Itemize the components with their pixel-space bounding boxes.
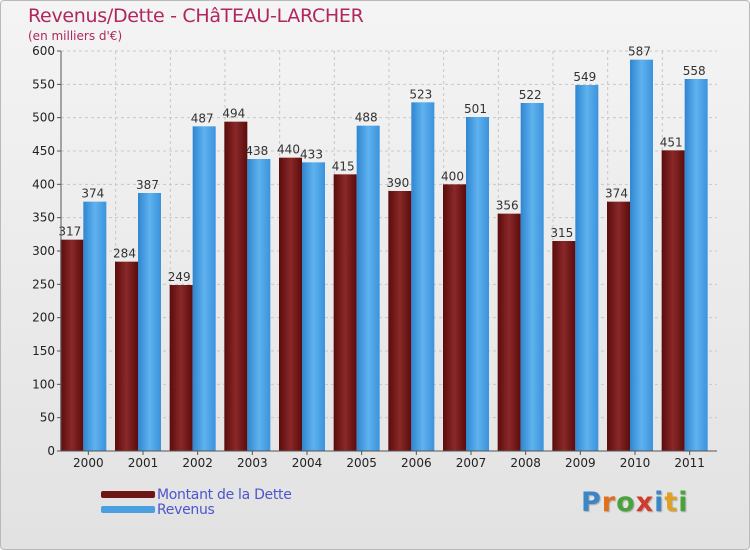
x-tick-label: 2007 (456, 456, 487, 470)
bar-revenus (575, 85, 599, 451)
bar-revenus (83, 201, 107, 451)
logo-letter: x (635, 487, 655, 518)
data-label-dette: 451 (660, 135, 683, 149)
y-tick-label: 550 (32, 77, 55, 91)
data-label-revenus: 523 (409, 87, 432, 101)
bar-dette (661, 150, 685, 452)
y-tick-label: 400 (32, 177, 55, 191)
data-label-dette: 374 (605, 187, 628, 201)
x-tick-label: 2011 (674, 456, 705, 470)
bars (60, 59, 708, 452)
bar-revenus (247, 159, 271, 451)
data-label-revenus: 501 (464, 102, 487, 116)
data-label-revenus: 488 (355, 111, 378, 125)
data-label-dette: 317 (58, 225, 81, 239)
x-tick-label: 2008 (510, 456, 541, 470)
legend-swatch-revenus (101, 506, 155, 513)
y-tick-label: 300 (32, 244, 55, 258)
data-label-revenus: 387 (136, 178, 159, 192)
data-label-dette: 415 (332, 159, 355, 173)
y-tick-label: 50 (40, 411, 55, 425)
data-label-revenus: 522 (519, 88, 542, 102)
data-label-revenus: 487 (191, 111, 214, 125)
logo-letter: o (616, 487, 636, 518)
data-label-dette: 494 (222, 107, 245, 121)
bar-dette (60, 239, 84, 451)
logo-letter: t (664, 487, 679, 518)
y-tick-label: 500 (32, 111, 55, 125)
y-tick-label: 600 (32, 44, 55, 58)
bar-revenus (466, 117, 489, 451)
bar-dette (497, 213, 521, 451)
bar-revenus (684, 79, 708, 451)
data-label-revenus: 374 (81, 187, 104, 201)
x-tick-label: 2010 (620, 456, 651, 470)
legend: Montant de la Dette Revenus (101, 486, 292, 518)
y-tick-label: 350 (32, 211, 55, 225)
data-labels: 317 374 284 387 249 487 494 438 440 433 415 488 390 5… (58, 45, 705, 284)
bar-revenus (356, 125, 380, 452)
axes: 0 50 100 150 200 250 300 350 400 450 500 550 600 2000… (32, 44, 717, 470)
data-label-dette: 400 (441, 169, 464, 183)
data-label-dette: 249 (168, 270, 191, 284)
y-tick-label: 150 (32, 344, 55, 358)
bar-dette (224, 121, 248, 452)
legend-item-revenus: Revenus (101, 501, 292, 518)
x-tick-label: 2004 (292, 456, 323, 470)
bar-dette (279, 157, 302, 451)
x-tick-label: 2001 (128, 456, 159, 470)
legend-item-dette: Montant de la Dette (101, 486, 292, 503)
logo-letter: i (654, 487, 665, 518)
logo-letter: i (678, 487, 689, 518)
bar-revenus (302, 162, 325, 452)
legend-swatch-dette (101, 491, 155, 498)
legend-label-revenus: Revenus (157, 501, 215, 518)
data-label-dette: 315 (550, 226, 573, 240)
bar-dette (388, 191, 412, 451)
bar-revenus (630, 59, 653, 452)
data-label-revenus: 549 (573, 70, 596, 84)
bar-dette (169, 285, 193, 451)
y-tick-label: 100 (32, 377, 55, 391)
chart-title: Revenus/Dette - CHâTEAU-LARCHER (28, 5, 364, 27)
bar-revenus (192, 126, 216, 451)
data-label-revenus: 558 (683, 64, 706, 78)
x-tick-label: 2002 (182, 456, 213, 470)
y-tick-label: 250 (32, 277, 55, 291)
data-label-dette: 440 (277, 143, 300, 157)
data-label-revenus: 433 (300, 147, 323, 161)
data-label-revenus: 438 (245, 144, 268, 158)
data-label-dette: 390 (386, 176, 409, 190)
y-tick-label: 450 (32, 144, 55, 158)
bar-dette (443, 184, 466, 452)
x-tick-label: 2003 (237, 456, 268, 470)
chart-subtitle: (en milliers d'€) (28, 29, 123, 43)
logo-letter: r (601, 487, 617, 518)
logo-letter: P (581, 487, 602, 518)
legend-label-dette: Montant de la Dette (157, 486, 292, 503)
bar-revenus (411, 102, 435, 451)
bar-dette (552, 241, 576, 451)
bar-dette (607, 201, 630, 451)
x-tick-label: 2006 (401, 456, 432, 470)
proxiti-logo: Proxiti (581, 487, 689, 518)
bar-dette (333, 174, 357, 452)
x-tick-label: 2005 (346, 456, 377, 470)
data-label-revenus: 587 (628, 45, 651, 59)
bar-revenus (138, 193, 161, 451)
y-tick-label: 0 (47, 444, 55, 458)
x-tick-label: 2000 (73, 456, 104, 470)
bar-revenus (520, 103, 544, 451)
data-label-dette: 284 (113, 247, 136, 261)
data-label-dette: 356 (496, 199, 519, 213)
y-tick-label: 200 (32, 311, 55, 325)
bar-dette (115, 261, 138, 451)
x-tick-label: 2009 (565, 456, 596, 470)
